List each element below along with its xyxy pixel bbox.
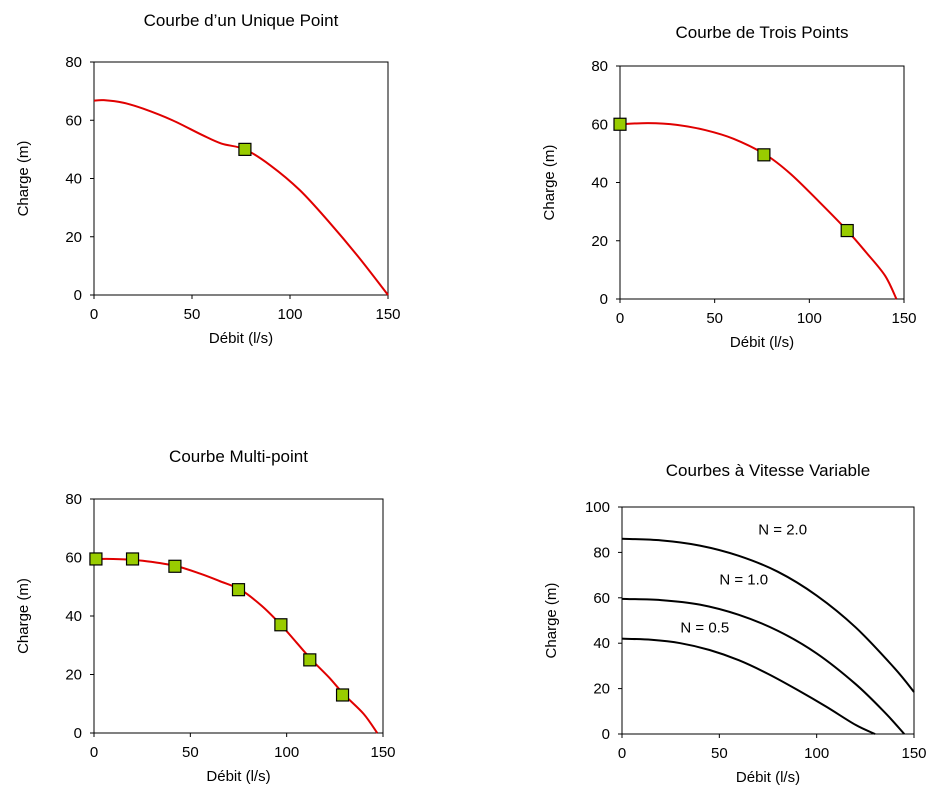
series-line-1 xyxy=(93,557,379,734)
series-line-1 xyxy=(93,99,389,296)
x-tick-label: 0 xyxy=(616,310,624,327)
y-tick-label: 40 xyxy=(65,608,82,625)
data-point-marker xyxy=(757,148,771,162)
y-tick-label: 40 xyxy=(593,635,610,652)
x-tick-label: 50 xyxy=(184,306,201,323)
y-tick-label: 0 xyxy=(74,725,82,742)
y-tick-label: 20 xyxy=(65,229,82,246)
data-point-marker xyxy=(613,117,627,131)
y-tick-label: 40 xyxy=(591,175,608,192)
series-line-1 xyxy=(619,122,898,300)
series-label: N = 0.5 xyxy=(680,619,729,636)
x-tick-label: 150 xyxy=(370,744,395,761)
series-label: N = 2.0 xyxy=(758,522,807,539)
chart-title: Courbe de Trois Points xyxy=(676,23,849,42)
y-tick-label: 20 xyxy=(593,681,610,698)
chart-3: Courbe Multi-point 0 50 100 150 0 20 40 60 80 Débi… xyxy=(15,447,396,785)
y-axis-label: Charge (m) xyxy=(15,578,32,654)
x-tick-label: 150 xyxy=(375,306,400,323)
x-axis-label: Débit (l/s) xyxy=(206,768,270,785)
data-point-marker xyxy=(125,552,140,566)
y-axis-label: Charge (m) xyxy=(15,141,32,217)
series-line-3 xyxy=(621,637,876,735)
y-tick-label: 80 xyxy=(593,544,610,561)
chart-4: Courbes à Vitesse Variable 0 50 100 150 0 20 40… xyxy=(543,461,927,786)
y-tick-label: 20 xyxy=(591,233,608,250)
data-point-marker xyxy=(89,552,103,566)
x-tick-label: 0 xyxy=(90,306,98,323)
x-tick-label: 100 xyxy=(274,744,299,761)
y-tick-label: 0 xyxy=(74,287,82,304)
y-axis-label: Charge (m) xyxy=(541,145,558,221)
y-tick-label: 0 xyxy=(600,291,608,308)
plot-area-frame xyxy=(93,61,389,296)
x-tick-label: 150 xyxy=(901,745,926,762)
y-tick-label: 80 xyxy=(591,58,608,75)
data-point-marker xyxy=(303,653,317,667)
series-label: N = 1.0 xyxy=(719,572,768,589)
x-axis-label: Débit (l/s) xyxy=(736,769,800,786)
y-tick-label: 100 xyxy=(585,499,610,516)
chart-title: Courbes à Vitesse Variable xyxy=(666,461,870,480)
data-point-marker xyxy=(231,583,246,597)
plot-area-frame xyxy=(619,65,905,300)
y-tick-label: 20 xyxy=(65,667,82,684)
series-line-1 xyxy=(621,537,915,693)
x-tick-label: 0 xyxy=(90,744,98,761)
y-tick-label: 80 xyxy=(65,54,82,71)
chart-1: Courbe d’un Unique Point 0 50 100 150 0 20 40 60… xyxy=(15,11,401,347)
chart-2: Courbe de Trois Points 0 50 100 150 0 20 40 60 80… xyxy=(541,23,917,351)
y-tick-label: 60 xyxy=(593,590,610,607)
y-tick-label: 40 xyxy=(65,171,82,188)
y-tick-label: 60 xyxy=(65,550,82,567)
x-axis-label: Débit (l/s) xyxy=(209,330,273,347)
x-tick-label: 100 xyxy=(797,310,822,327)
plot-area-frame xyxy=(621,506,915,735)
x-tick-label: 50 xyxy=(711,745,728,762)
data-point-marker xyxy=(840,223,854,238)
x-tick-label: 100 xyxy=(277,306,302,323)
x-tick-label: 0 xyxy=(618,745,626,762)
x-tick-label: 150 xyxy=(891,310,916,327)
y-axis-label: Charge (m) xyxy=(543,583,560,659)
x-tick-label: 50 xyxy=(706,310,723,327)
x-axis-label: Débit (l/s) xyxy=(730,334,794,351)
y-tick-label: 60 xyxy=(65,112,82,129)
data-point-marker xyxy=(238,142,252,156)
series-line-2 xyxy=(621,597,906,735)
chart-title: Courbe d’un Unique Point xyxy=(144,11,339,30)
y-tick-label: 80 xyxy=(65,491,82,508)
data-point-marker xyxy=(274,618,288,632)
x-tick-label: 50 xyxy=(182,744,199,761)
data-point-marker xyxy=(335,688,350,702)
y-tick-label: 0 xyxy=(602,726,610,743)
x-tick-label: 100 xyxy=(804,745,829,762)
chart-title: Courbe Multi-point xyxy=(169,447,308,466)
data-point-marker xyxy=(168,559,182,573)
y-tick-label: 60 xyxy=(591,116,608,133)
